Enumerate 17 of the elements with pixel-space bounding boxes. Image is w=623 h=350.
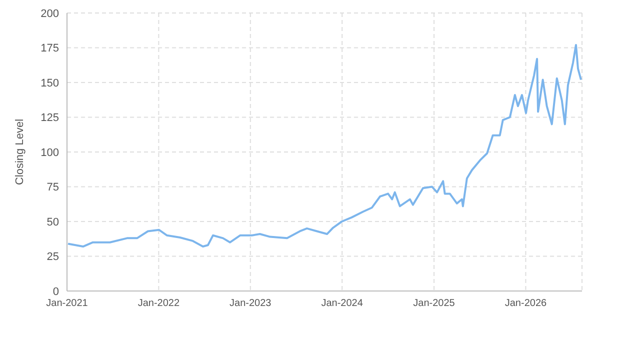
x-tick-label: Jan-2026 [504,298,548,310]
x-tick-label: Jan-2025 [413,298,456,310]
y-tick-label: 100 [40,146,59,159]
y-tick-label: 0 [52,286,59,298]
y-tick-label: 200 [40,8,59,20]
x-tick-label: Jan-2022 [138,298,180,310]
x-tick-label: Jan-2024 [321,298,364,310]
y-tick-label: 75 [46,182,59,194]
y-tick-label: 50 [46,216,59,228]
y-tick-label: 25 [46,251,59,264]
x-tick-label: Jan-2023 [230,298,272,310]
y-tick-label: 125 [40,112,59,124]
x-tick-label: Jan-2021 [46,298,88,310]
y-tick-label: 175 [40,42,59,55]
y-tick-label: 150 [40,77,59,90]
y-axis-title: Closing Level [14,118,26,186]
line-series [67,44,582,248]
